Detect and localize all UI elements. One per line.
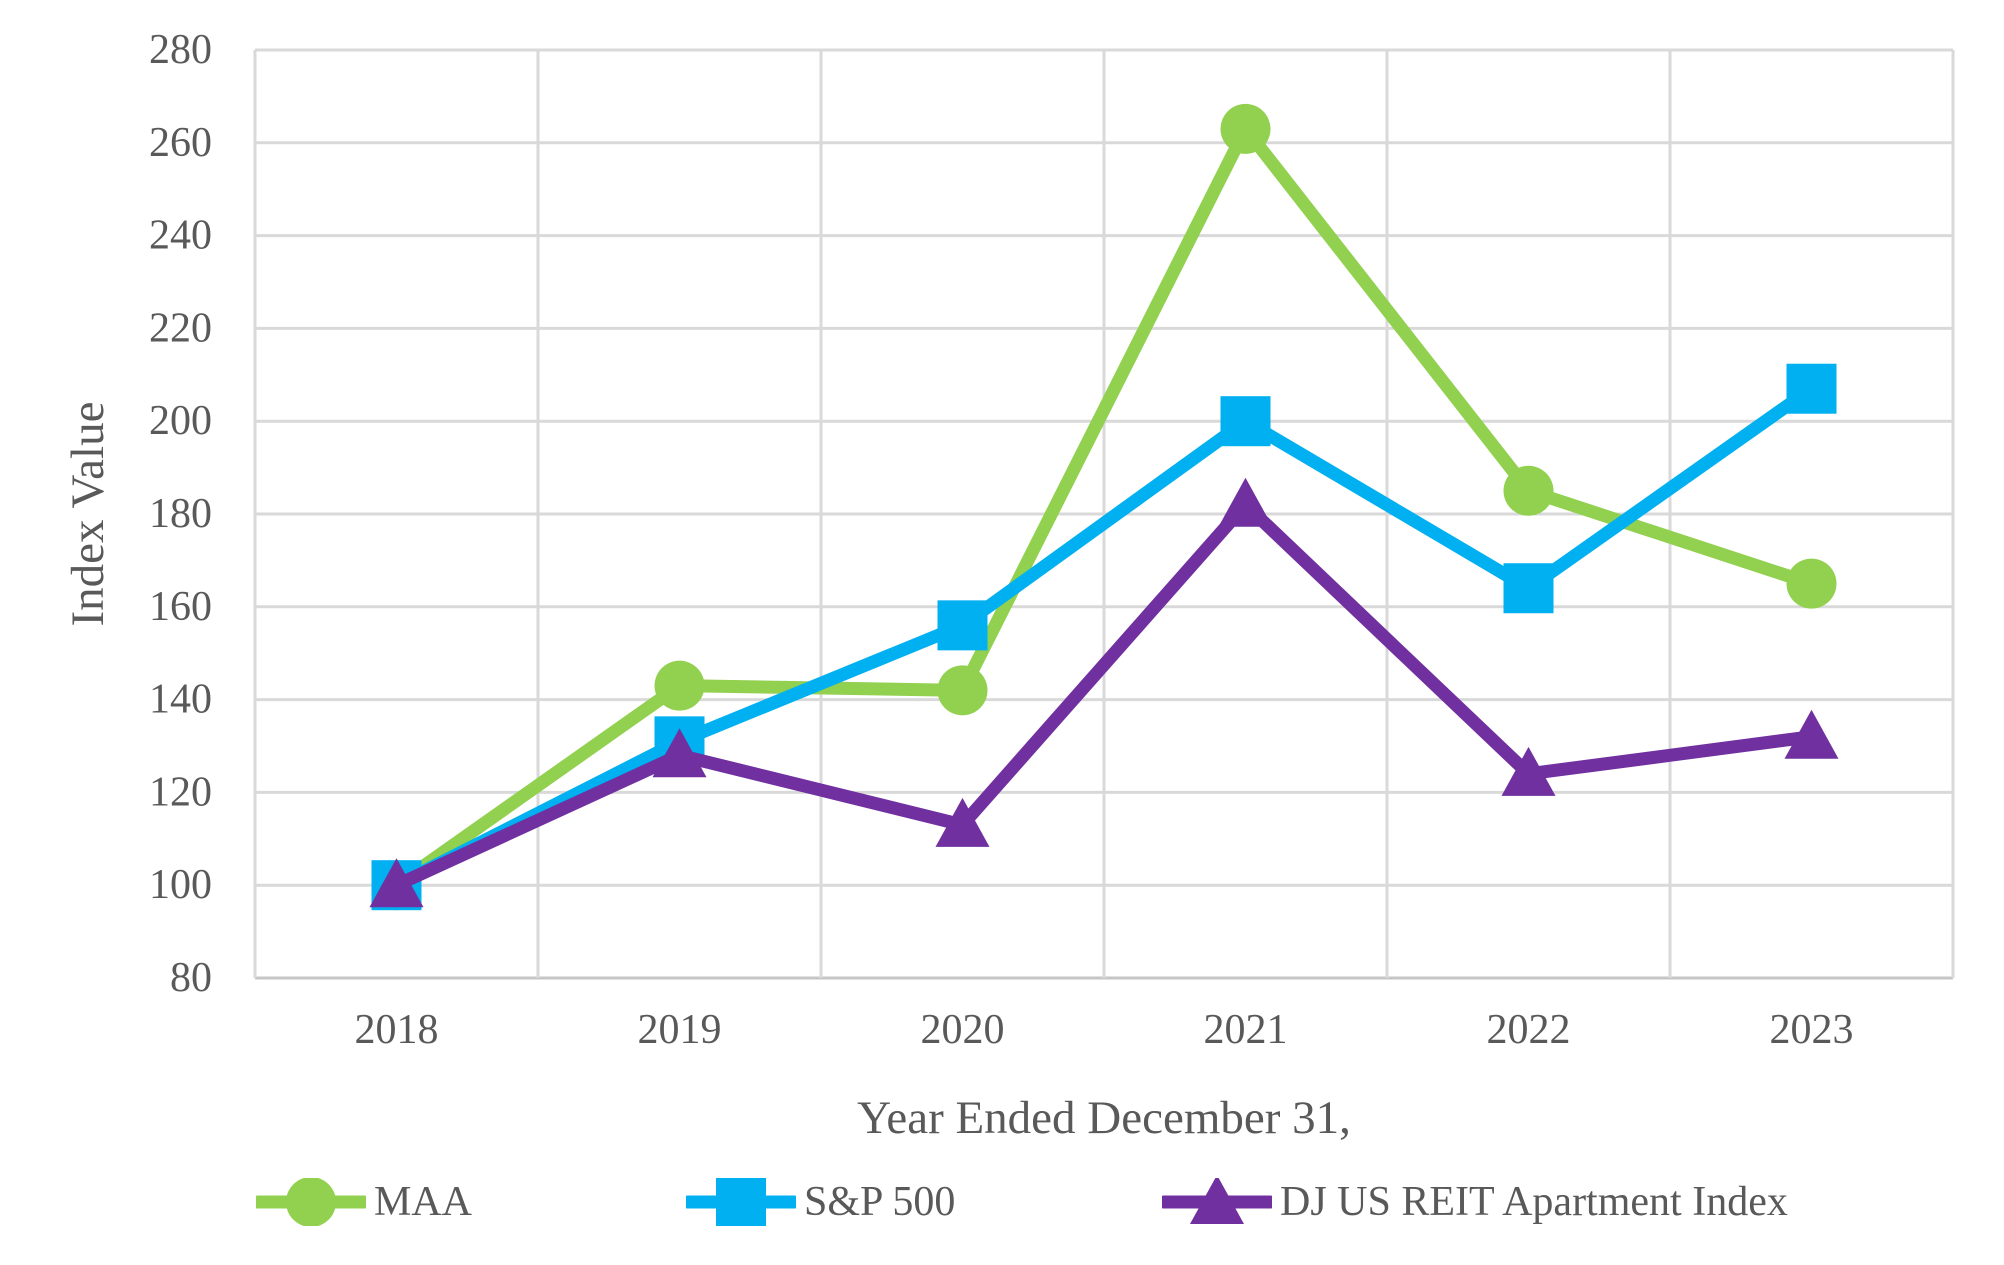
- legend-triangle-icon: [1190, 1178, 1244, 1224]
- data-point-dj-us-reit-apartment-index-2019: [652, 728, 707, 778]
- plot-area: 80 100 120 140 160 180 200 220 240 260 280 2018 2019…: [149, 27, 1955, 1053]
- x-tick-label-2021: 2021: [1204, 1007, 1288, 1053]
- x-axis-title: Year Ended December 31,: [857, 1092, 1351, 1144]
- series-line-dj-us-reit-apartment-index: [390, 498, 1818, 892]
- legend-label-dj-us-reit-apartment-index: DJ US REIT Apartment Index: [1280, 1179, 1788, 1225]
- y-tick-label-160: 160: [149, 584, 212, 630]
- x-tick-label-2019: 2019: [638, 1007, 722, 1053]
- y-tick-label-140: 140: [149, 677, 212, 723]
- legend-circle-icon: [286, 1178, 336, 1226]
- legend-label-maa: MAA: [374, 1179, 473, 1225]
- data-point-s-p-500-2020: [937, 600, 988, 651]
- y-tick-label-120: 120: [149, 769, 212, 815]
- data-point-s-p-500-2021: [1220, 396, 1271, 447]
- y-axis-title: Index Value: [62, 401, 114, 627]
- data-point-dj-us-reit-apartment-index-2018: [369, 858, 424, 908]
- legend-item-maa: MAA: [256, 1178, 472, 1226]
- y-tick-label-280: 280: [149, 27, 212, 73]
- legend-label-s-p-500: S&P 500: [804, 1179, 956, 1225]
- series-line-maa: [390, 122, 1818, 892]
- data-point-maa-2022: [1503, 465, 1554, 516]
- y-tick-label-240: 240: [149, 213, 212, 259]
- legend-marker-s-p-500: [686, 1178, 796, 1226]
- data-point-dj-us-reit-apartment-index-2022: [1501, 746, 1556, 796]
- x-tick-label-2018: 2018: [355, 1007, 439, 1053]
- x-tick-label-2023: 2023: [1770, 1007, 1854, 1053]
- legend-square-icon: [716, 1178, 766, 1226]
- data-point-dj-us-reit-apartment-index-2020: [935, 797, 990, 847]
- y-tick-label-200: 200: [149, 398, 212, 444]
- y-tick-label-180: 180: [149, 491, 212, 537]
- legend-marker-dj-us-reit-apartment-index: [1162, 1178, 1272, 1224]
- data-point-s-p-500-2022: [1503, 563, 1554, 614]
- y-tick-label-80: 80: [170, 955, 212, 1001]
- legend-item-s-p-500: S&P 500: [686, 1178, 955, 1226]
- x-tick-label-2020: 2020: [921, 1007, 1005, 1053]
- data-point-maa-2021: [1220, 103, 1271, 154]
- y-tick-label-220: 220: [149, 305, 212, 351]
- data-point-dj-us-reit-apartment-index-2021: [1218, 477, 1273, 527]
- x-tick-label-2022: 2022: [1487, 1007, 1571, 1053]
- legend-item-dj-us-reit-apartment-index: DJ US REIT Apartment Index: [1162, 1178, 1788, 1226]
- y-tick-label-260: 260: [149, 120, 212, 166]
- legend-marker-maa: [256, 1178, 366, 1226]
- data-point-dj-us-reit-apartment-index-2023: [1784, 709, 1839, 759]
- y-tick-label-100: 100: [149, 862, 212, 908]
- data-point-maa-2019: [654, 660, 705, 711]
- data-point-maa-2020: [937, 665, 988, 716]
- data-point-s-p-500-2023: [1786, 363, 1837, 414]
- series-line-s-p-500: [390, 382, 1818, 892]
- data-point-maa-2023: [1786, 558, 1837, 609]
